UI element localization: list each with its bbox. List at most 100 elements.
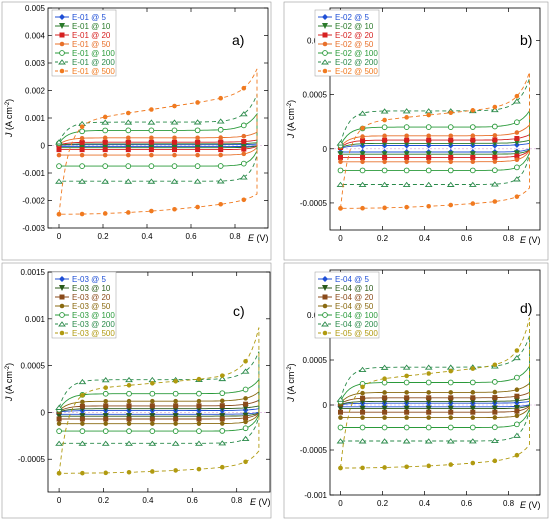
data-point [514,452,520,458]
data-point [448,409,454,415]
legend-swatch-marker [322,14,328,20]
data-point [150,421,155,426]
data-point [469,405,476,412]
data-point [243,359,248,364]
data-point [102,152,108,158]
series-2 [338,134,530,160]
legend-entry: E-04 @ 10 [335,284,374,293]
data-point [426,112,432,118]
legend-entry: E-02 @ 20 [335,31,374,40]
data-point [126,110,131,116]
y-tick-label: 0.0005 [21,362,46,371]
data-point [513,405,520,412]
series-line [340,317,530,469]
y-tick-label: 0.0015 [21,268,46,277]
legend-entry: E-04 @ 5 [335,275,369,284]
data-point [492,395,498,401]
data-point [195,100,200,105]
data-point [126,390,132,397]
y-axis-close: ) [286,100,296,103]
legend-swatch-marker [322,303,328,309]
data-point [336,140,345,146]
data-point [514,153,520,159]
data-point [448,154,454,160]
data-point [147,178,156,184]
data-point [404,409,410,415]
x-tick-label: 0.6 [461,234,473,243]
data-point [424,364,433,370]
data-point [102,413,109,420]
data-point [513,150,520,157]
data-point [195,440,203,446]
y-tick-label: -0.0005 [18,455,46,464]
x-tick-label: 0.4 [419,499,431,508]
y-axis-label: J (A cm-2) [4,99,14,138]
y-axis-var: J [4,396,14,402]
data-point [126,135,131,141]
data-point [404,133,409,139]
data-point [492,424,498,431]
data-point [172,152,177,158]
data-point [126,421,132,426]
data-point [426,395,432,401]
legend-entry: E-02 @ 500 [335,67,378,76]
data-point [78,440,87,446]
data-point [360,395,366,401]
x-tick-label: 0.8 [503,499,515,508]
data-point [513,354,521,361]
data-point [241,146,247,152]
data-point [404,415,409,420]
data-point [195,147,201,153]
data-point [241,435,250,442]
data-point [514,157,520,163]
legend-entry: E-02 @ 5 [335,13,369,22]
data-point [402,108,411,114]
data-point [360,154,366,160]
x-axis-unit: (V) [254,233,269,243]
legend-swatch-marker [322,32,328,38]
data-point [470,460,476,466]
data-point [172,139,177,145]
x-tick-label: 0.8 [503,234,515,243]
data-point [448,133,454,139]
data-point [102,135,108,141]
data-point [239,174,248,180]
plot-area [47,271,271,493]
legend-swatch-marker [322,50,328,56]
x-tick-label: 0.2 [98,496,110,505]
y-tick-label: 0.001 [25,114,46,123]
x-tick-label: 0 [57,232,62,241]
data-point [425,167,432,174]
x-axis-label: E (V) [250,497,271,507]
y-tick-label: -0.001 [304,491,327,500]
data-point [492,104,498,110]
data-point [404,395,410,401]
data-point [173,468,178,473]
data-point [170,119,179,125]
legend-swatch-marker [322,68,328,74]
x-tick-label: 0 [338,234,343,243]
data-point [150,380,155,386]
data-point [79,139,85,145]
data-point [447,167,454,174]
x-tick-label: 0.6 [187,496,199,505]
data-point [447,405,454,412]
data-point [217,163,224,169]
data-point [219,373,225,378]
legend-swatch-marker [59,294,65,300]
x-axis-var: E [520,235,527,245]
data-point [149,403,155,409]
data-point [470,201,476,206]
legend-entry: E-04 @ 20 [335,293,374,302]
data-point [148,127,155,134]
data-point [216,178,225,184]
data-point [470,395,476,401]
data-point [426,409,432,415]
data-point [448,395,454,401]
data-point [491,405,498,412]
legend-swatch-marker [59,285,65,291]
data-point [79,135,85,141]
data-point [404,390,409,395]
data-point [447,424,454,431]
